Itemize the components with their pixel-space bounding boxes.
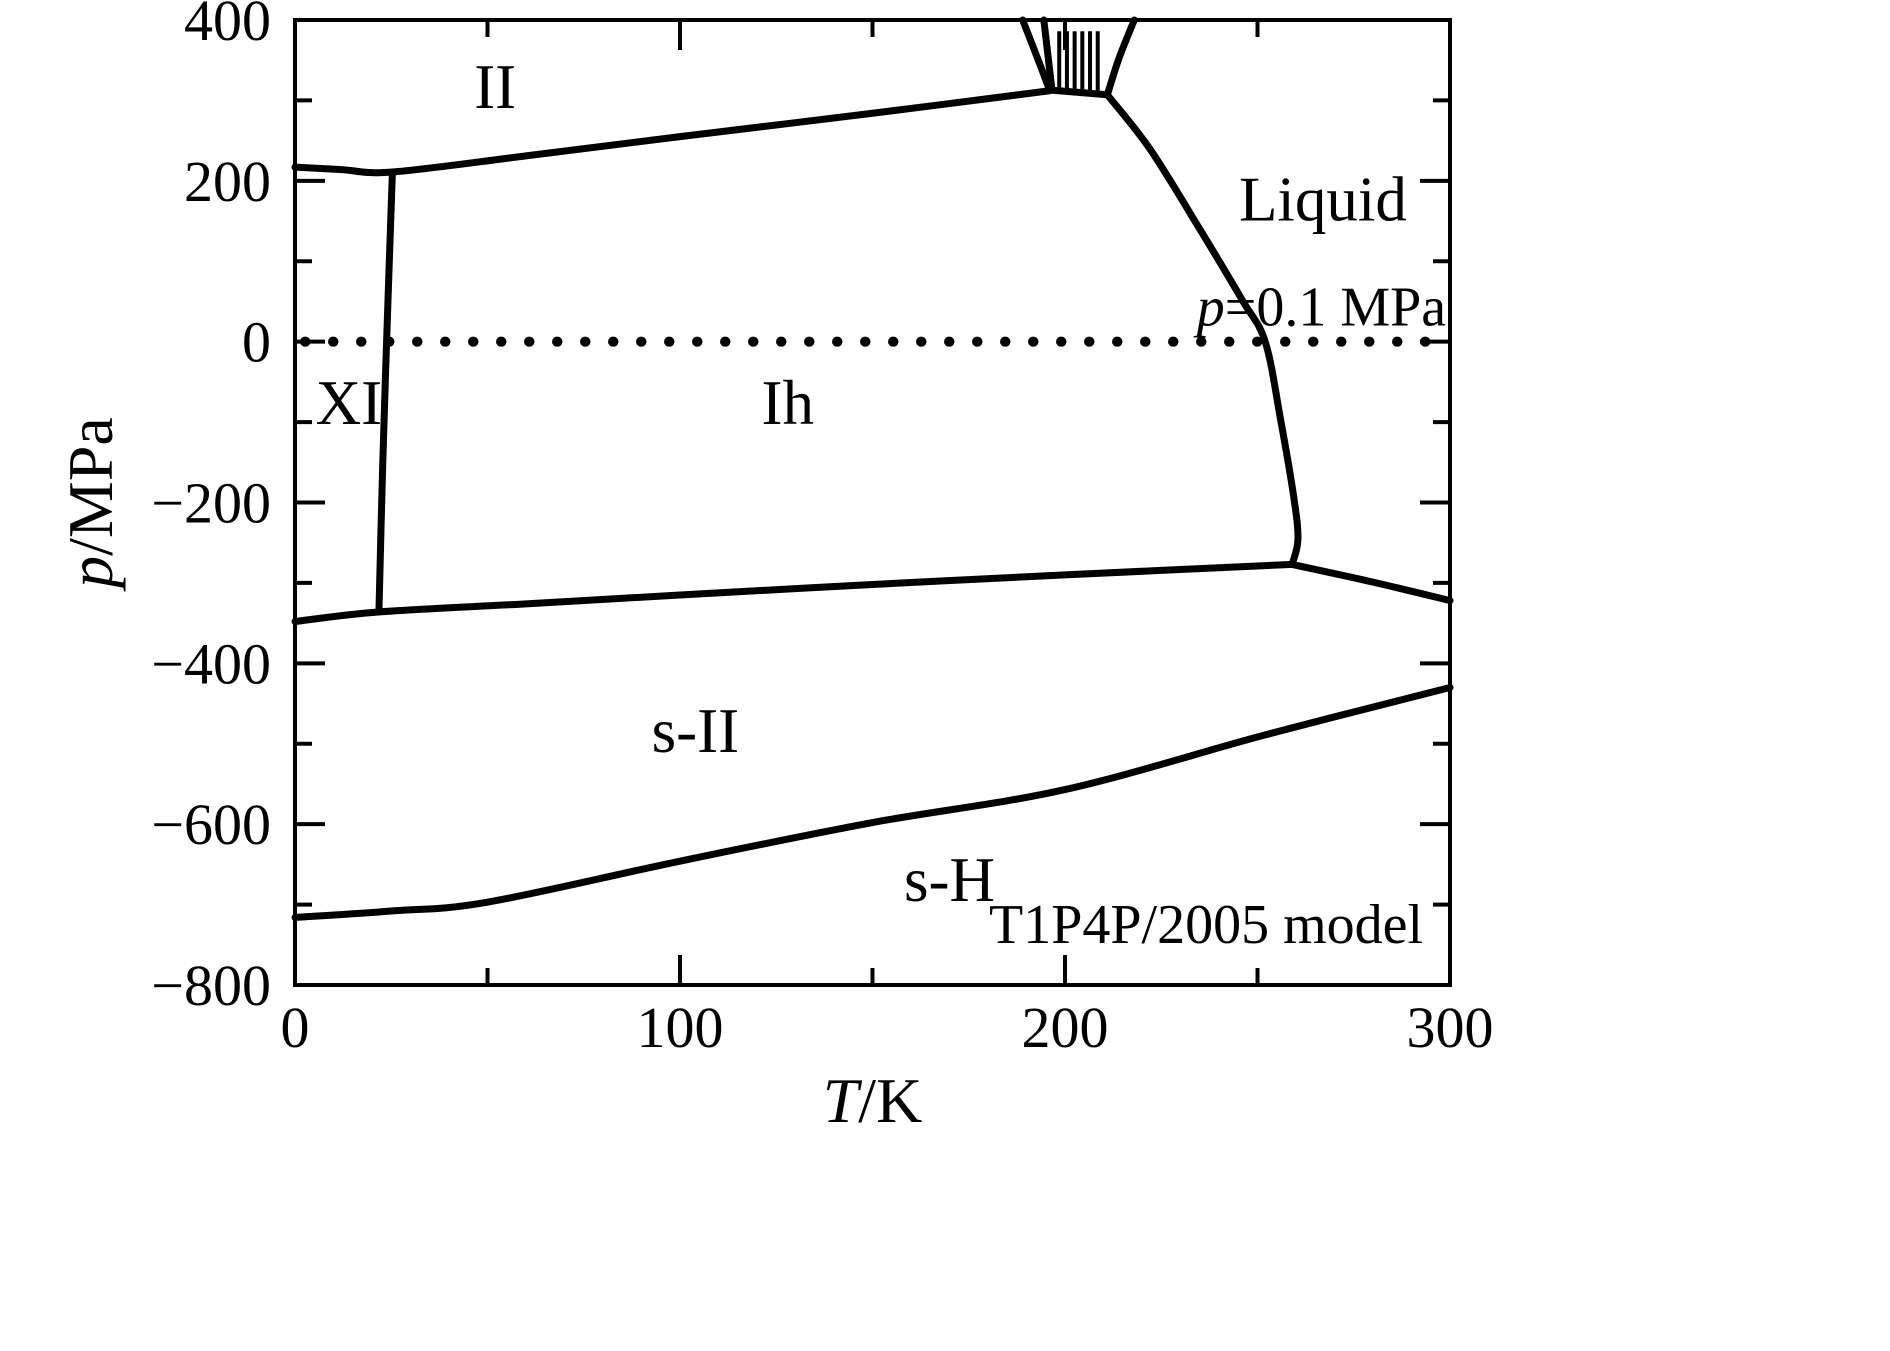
- boundary-hatched-region-right-line: [1103, 16, 1138, 99]
- x-axis-title: T/K: [823, 1065, 923, 1136]
- boundary-xi-ih-boundary: [375, 168, 396, 616]
- region-label-liquid: Liquid: [1239, 165, 1407, 235]
- y-axis-title: p/MPa: [55, 417, 126, 592]
- y-tick-label: −200: [151, 471, 271, 536]
- region-label-ii: II: [474, 52, 516, 122]
- boundary-ih-liquid-melting-line: [1103, 91, 1302, 568]
- boundary-s-ii-s-h-boundary: [291, 683, 1454, 921]
- x-tick-label: 300: [1407, 995, 1494, 1060]
- boundary-ii-upper-boundary: [291, 87, 1054, 177]
- y-tick-label: −800: [151, 953, 271, 1018]
- x-tick-label: 0: [281, 995, 310, 1060]
- region-label-xi: XI: [316, 368, 382, 438]
- x-tick-label: 100: [637, 995, 724, 1060]
- boundary-ih-s-ii-boundary: [291, 560, 1296, 626]
- y-tick-label: 0: [242, 310, 271, 375]
- boundary-iii-wedge-inner-line: [1040, 16, 1056, 90]
- y-tick-label: −400: [151, 631, 271, 696]
- region-label-s-h: s-H: [904, 845, 995, 915]
- y-tick-label: −600: [151, 792, 271, 857]
- model-annotation: T1P4P/2005 model: [989, 894, 1423, 956]
- plot-frame: [293, 18, 1452, 987]
- boundary-iii-wedge-left-line: [1019, 16, 1054, 94]
- region-label-s-ii: s-II: [652, 696, 739, 766]
- region-label-ih: Ih: [762, 368, 814, 438]
- isobar-label: p=0.1 MPa: [1193, 277, 1447, 339]
- x-tick-label: 200: [1022, 995, 1109, 1060]
- boundary-s-ii-right-branch: [1288, 560, 1454, 605]
- y-tick-label: 400: [184, 0, 271, 53]
- y-tick-label: 200: [184, 149, 271, 214]
